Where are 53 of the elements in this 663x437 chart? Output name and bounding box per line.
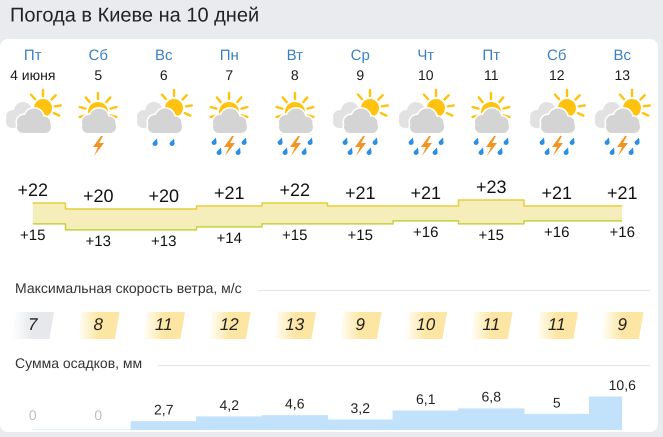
- data-label: 6,1: [416, 390, 436, 407]
- data-label: 0: [28, 406, 37, 423]
- data-label: 11: [482, 315, 500, 334]
- data-label: 4,2: [220, 396, 240, 413]
- x-tick-label: Вс 6: [154, 47, 173, 83]
- data-label: +15: [478, 227, 504, 244]
- data-label: 11: [548, 315, 566, 334]
- data-label: 9: [356, 315, 366, 334]
- x-tick-label: Ср 9: [350, 47, 370, 83]
- data-label: 6,8: [482, 388, 502, 405]
- data-label: 10: [416, 315, 436, 334]
- chart-title: Сумма осадков, мм: [15, 354, 142, 371]
- x-tick-label: Вт 8: [286, 47, 304, 83]
- data-label: 3,2: [350, 400, 370, 416]
- data-label: 5: [552, 394, 561, 410]
- data-label: 7: [28, 315, 38, 334]
- data-label: +16: [413, 224, 438, 242]
- data-label: +20: [148, 186, 180, 206]
- data-label: +21: [344, 182, 376, 203]
- x-tick-label: Сб 5: [88, 47, 108, 83]
- data-label: +22: [279, 180, 310, 200]
- chart-title: Максимальная скорость ветра, м/с: [15, 280, 242, 296]
- data-label: +16: [610, 224, 635, 242]
- data-label: 8: [94, 315, 104, 334]
- data-label: +21: [410, 182, 442, 203]
- data-label: +21: [541, 182, 572, 203]
- x-tick-label: Вс 13: [613, 47, 632, 83]
- chart-title: Погода в Киеве на 10 дней: [10, 4, 260, 27]
- data-label: 0: [94, 406, 102, 423]
- x-tick-label: Чт 10: [417, 47, 434, 83]
- data-label: +15: [348, 227, 373, 244]
- data-label: +23: [476, 176, 507, 197]
- x-tick-label: Пт 11: [482, 47, 500, 83]
- data-label: 9: [618, 315, 628, 334]
- data-label: 10,6: [608, 376, 636, 393]
- data-label: +13: [151, 233, 176, 250]
- data-label: +15: [20, 227, 46, 244]
- data-label: 4,6: [285, 396, 305, 412]
- x-tick-label: Пт 4 июня: [10, 47, 56, 83]
- data-label: +22: [17, 180, 48, 200]
- x-tick-label: Сб 12: [547, 47, 566, 83]
- x-tick-label: Пн 7: [220, 47, 239, 83]
- data-label: +16: [544, 224, 570, 242]
- data-label: +20: [82, 186, 114, 206]
- data-label: 13: [285, 315, 305, 334]
- data-label: +21: [606, 182, 638, 203]
- data-label: +21: [214, 182, 245, 203]
- data-label: +13: [86, 233, 111, 250]
- data-label: +14: [216, 230, 242, 248]
- data-label: 2,7: [154, 401, 174, 418]
- data-label: 11: [154, 315, 173, 334]
- data-label: +15: [282, 227, 308, 244]
- data-label: 12: [220, 315, 240, 334]
